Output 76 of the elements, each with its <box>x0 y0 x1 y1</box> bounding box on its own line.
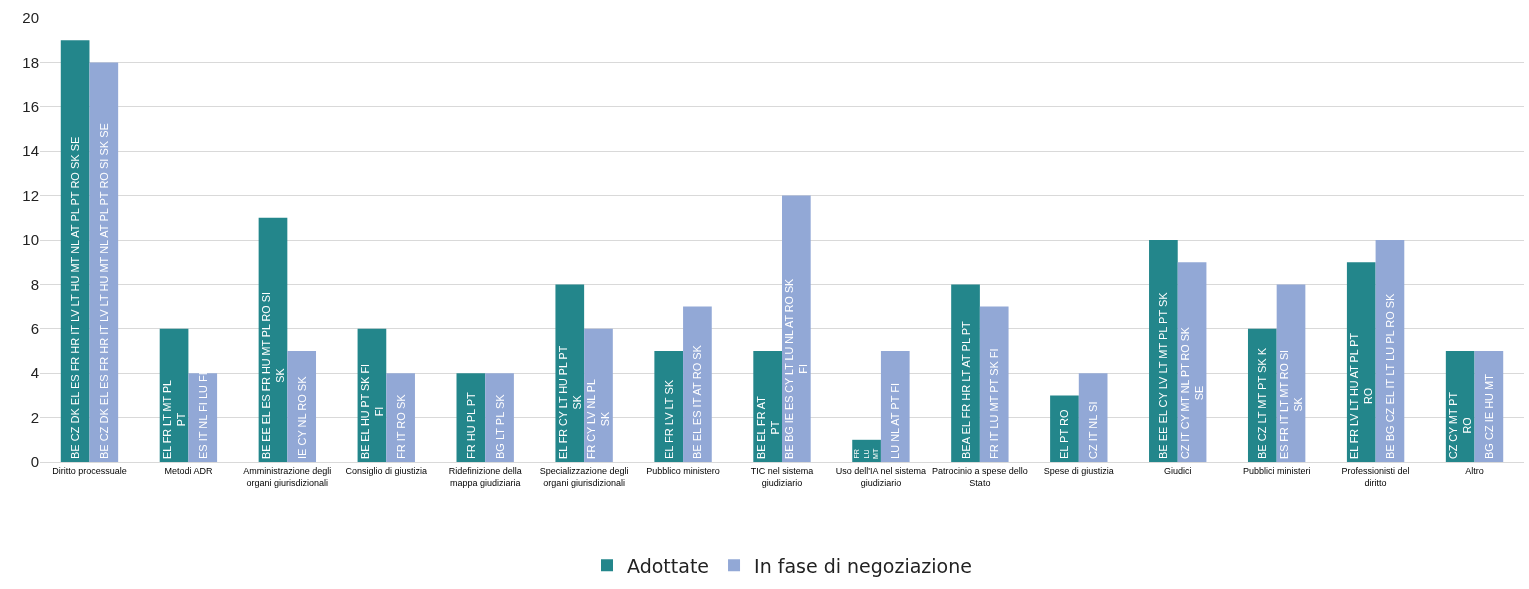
data-label: FR HU PL PT <box>464 391 477 459</box>
x-tick-label: Diritto processuale <box>52 465 127 476</box>
data-label: BE BG IE ES CY LT LU NL AT RO SK FI <box>783 277 810 459</box>
data-label: ES IT NL FI LU FI <box>196 372 209 459</box>
data-label: BE CZ LT MT PT SK K <box>1256 347 1269 459</box>
x-tick-label: Specializzazione degli organi giurisdizionali <box>539 465 629 488</box>
data-label: BE EE EL ES FR HU MT PL RO SI SK <box>259 292 286 459</box>
y-tick-label: 4 <box>30 364 39 382</box>
bar <box>1445 351 1475 462</box>
bar <box>287 351 317 462</box>
data-label: LU NL AT PT FI <box>889 382 902 459</box>
bar <box>880 351 910 462</box>
x-tick-label: TIC nel sistema giudiziario <box>750 465 814 488</box>
bar <box>584 328 613 462</box>
data-label: BE CZ DK EL ES FR HR IT LV LT HU MT NL AT PL PT RO SI SK SE <box>97 123 110 459</box>
data-label: CZ CY MT PT RO <box>1447 391 1474 459</box>
data-label: ES FR IT LT MT RO SI SK <box>1278 349 1305 459</box>
data-label: CZ IT NL SI <box>1087 401 1100 459</box>
x-tick-label: Giudici <box>1163 465 1192 476</box>
y-tick-label: 8 <box>30 275 39 293</box>
y-tick-label: 18 <box>22 53 39 71</box>
data-label: CZ IT CY MT NL PT RO SK SE <box>1179 326 1206 459</box>
bar <box>188 373 218 462</box>
data-label: EL FR LT MT PL PT <box>161 379 188 459</box>
bar <box>1346 262 1376 462</box>
data-label: BE EE EL CY LV LT MT PL PT SK <box>1157 291 1170 459</box>
x-tick-label: Altro <box>1465 465 1484 476</box>
data-label: FR IT LU MT PT SK FI <box>988 348 1001 459</box>
bar <box>555 284 585 462</box>
x-tick-label: Professionisti del diritto <box>1341 465 1410 488</box>
x-tick-label: Pubblico ministero <box>646 465 720 476</box>
x-tick-label: Metodi ADR <box>164 465 213 476</box>
x-tick-label: Amministrazione degli organi giurisdizionali <box>243 465 332 488</box>
data-label: EL FR LV LT HU AT PL PT RO <box>1348 332 1375 459</box>
data-label: BE EL ES IT AT RO SK <box>691 344 704 459</box>
y-tick-label: 0 <box>30 453 39 471</box>
y-tick-label: 2 <box>30 408 39 426</box>
y-tick-label: 14 <box>22 142 39 160</box>
bar <box>386 373 415 462</box>
bar <box>654 351 684 462</box>
bar <box>1149 240 1178 462</box>
bar <box>979 306 1009 462</box>
data-label: EL FR CY LT HU PL PT SK <box>556 345 583 459</box>
bar <box>753 351 782 462</box>
y-tick-label: 20 <box>22 9 39 27</box>
bar <box>1050 395 1079 462</box>
y-tick-label: 12 <box>22 186 39 204</box>
data-label: BE EL HU PT SK FI FI <box>358 364 385 459</box>
data-label: EL FR LV LT SK <box>662 379 675 459</box>
legend-label: In fase di negoziazione <box>754 554 972 577</box>
x-tick-label: Consiglio di giustizia <box>345 465 428 476</box>
data-label: BE EL FR AT PT <box>754 395 781 459</box>
y-tick-label: 10 <box>22 231 39 249</box>
bar <box>951 284 980 462</box>
data-label: BE BG CZ EL IT LT LU PL RO SK <box>1383 292 1396 459</box>
data-label: FR IT RO SK <box>394 393 407 459</box>
data-label: BG LT PL SK <box>493 393 506 459</box>
data-label: BE CZ DK EL ES FR HR IT LV LT HU MT NL AT PL PT RO SK SE <box>69 136 82 459</box>
legend-label: Adottate <box>627 554 710 577</box>
data-label: FR CY LV NL PL SK <box>585 379 612 459</box>
y-tick-label: 6 <box>30 320 39 338</box>
x-tick-label: Uso dell'IA nel sistema giudiziario <box>835 465 927 488</box>
x-tick-label: Patrocinio a spese dello Stato <box>932 465 1028 488</box>
data-label: IE CY NL RO SK <box>295 375 308 459</box>
bar <box>1247 328 1277 462</box>
y-tick-label: 16 <box>22 98 39 116</box>
x-tick-label: Pubblici ministeri <box>1242 465 1311 476</box>
bar <box>782 195 811 462</box>
bar <box>485 373 514 462</box>
data-label: BEA EL FR HR LT AT PL PT <box>959 320 972 459</box>
data-label: BG CZ IE HU MT <box>1482 373 1495 459</box>
data-label: EL PT RO <box>1058 409 1071 459</box>
x-tick-label: Spese di giustizia <box>1043 465 1114 476</box>
bar <box>89 62 119 462</box>
bar <box>683 306 712 462</box>
x-tick-label: Ridefinizione della mappa giudiziaria <box>448 465 522 488</box>
